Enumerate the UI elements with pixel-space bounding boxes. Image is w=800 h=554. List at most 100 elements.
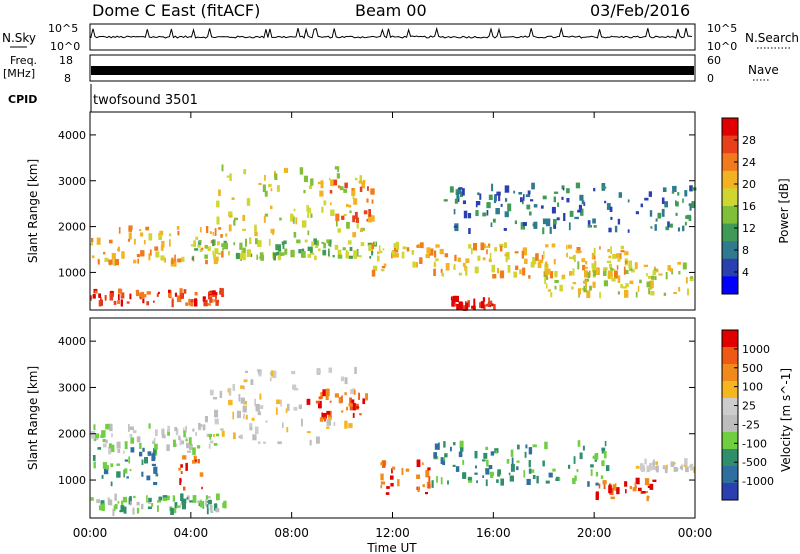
heatmap-cell [553, 219, 557, 225]
heatmap-cell [486, 249, 488, 255]
heatmap-cell [368, 209, 371, 217]
heatmap-cell [189, 443, 193, 450]
heatmap-cell [483, 243, 486, 249]
heatmap-cell [465, 302, 469, 310]
heatmap-cell [319, 190, 324, 197]
heatmap-cell [91, 255, 95, 259]
heatmap-cell [183, 430, 186, 438]
heatmap-cell [186, 496, 189, 500]
heatmap-cell [365, 393, 368, 401]
heatmap-cell [177, 230, 180, 236]
heatmap-cell [603, 267, 606, 271]
heatmap-cell [522, 198, 525, 201]
heatmap-cell [243, 252, 246, 261]
heatmap-cell [667, 221, 670, 228]
heatmap-cell [233, 242, 236, 246]
heatmap-cell [320, 180, 324, 189]
heatmap-cell [386, 486, 390, 489]
heatmap-cell [665, 272, 668, 280]
heatmap-cell [228, 224, 232, 232]
heatmap-cell [94, 433, 100, 439]
heatmap-cell [467, 477, 472, 481]
heatmap-cell [273, 253, 276, 261]
heatmap-cell [209, 231, 212, 235]
heatmap-cell [510, 449, 514, 457]
heatmap-cell [438, 442, 440, 450]
heatmap-cell [490, 471, 494, 478]
heatmap-cell [167, 429, 170, 436]
heatmap-cell [648, 287, 651, 295]
heatmap-cell [303, 175, 308, 183]
heatmap-cell [513, 271, 517, 278]
heatmap-cell [479, 193, 482, 200]
heatmap-cell [604, 267, 608, 271]
heatmap-cell [342, 247, 346, 251]
colorbar-swatch [722, 381, 738, 399]
heatmap-cell [545, 244, 549, 248]
heatmap-cell [356, 223, 359, 229]
heatmap-cell [480, 242, 485, 251]
heatmap-cell [214, 228, 217, 236]
x-tick-label: 04:00 [174, 526, 209, 540]
heatmap-cell [451, 298, 456, 307]
heatmap-cell [338, 396, 342, 404]
heatmap-cell [601, 447, 606, 452]
heatmap-cell [216, 200, 220, 208]
heatmap-cell [155, 473, 159, 477]
heatmap-cell [661, 197, 665, 204]
heatmap-cell [235, 252, 240, 260]
heatmap-cell [474, 472, 478, 475]
heatmap-cell [153, 448, 157, 453]
heatmap-cell [635, 465, 640, 469]
heatmap-cell [109, 292, 114, 301]
heatmap-cell [134, 238, 136, 245]
heatmap-cell [153, 437, 156, 442]
heatmap-cell [460, 447, 464, 452]
heatmap-cell [577, 209, 582, 213]
heatmap-cell [526, 204, 531, 210]
heatmap-cell [509, 475, 514, 482]
heatmap-cell [301, 251, 306, 258]
heatmap-cell [180, 464, 183, 468]
heatmap-cell [486, 202, 491, 209]
heatmap-cell [460, 191, 463, 197]
heatmap-cell [574, 216, 579, 220]
heatmap-cell [677, 227, 680, 232]
heatmap-cell [391, 466, 396, 470]
time-axis-label: Time UT [366, 541, 417, 554]
heatmap-cell [620, 284, 623, 289]
heatmap-cell [145, 226, 150, 231]
heatmap-cell [640, 203, 643, 208]
heatmap-cell [169, 239, 171, 247]
heatmap-cell [260, 255, 264, 261]
heatmap-cell [497, 471, 500, 477]
heatmap-cell [531, 469, 535, 473]
heatmap-cell [611, 277, 616, 282]
heatmap-cell [653, 266, 656, 269]
heatmap-cell [542, 218, 547, 225]
heatmap-cell [206, 504, 209, 508]
heatmap-cell [682, 225, 685, 232]
heatmap-cell [114, 259, 119, 266]
heatmap-cell [330, 179, 334, 187]
freq-label: Freq. [10, 54, 37, 67]
heatmap-cell [332, 255, 335, 258]
heatmap-cell [159, 230, 164, 236]
heatmap-cell [639, 463, 644, 471]
colorbar-swatch [722, 135, 738, 154]
heatmap-cell [323, 416, 326, 422]
colorbar-frame [721, 329, 739, 501]
heatmap-cell [204, 416, 208, 423]
heatmap-cell [684, 221, 687, 226]
heatmap-cell [337, 249, 342, 257]
heatmap-cell [257, 411, 261, 416]
velocity-colorbar: 1000 500 100 25 -25 -100 -500 -1000 [721, 329, 774, 501]
heatmap-cell [334, 244, 339, 250]
heatmap-cell [347, 240, 352, 245]
heatmap-cell [148, 253, 151, 261]
heatmap-cell [444, 453, 448, 458]
power-colorbar-label: Power [dB] [777, 178, 791, 243]
heatmap-cell [602, 480, 607, 485]
heatmap-cell [582, 264, 586, 271]
heatmap-cell [280, 399, 282, 407]
